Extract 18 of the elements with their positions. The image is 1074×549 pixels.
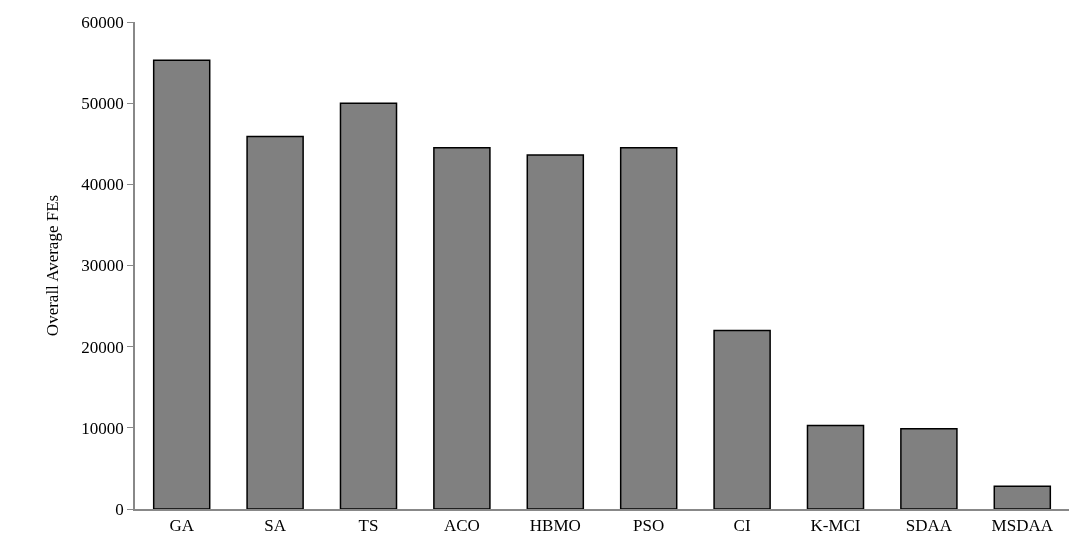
y-tick-label: 0 xyxy=(115,499,124,519)
y-tick-label: 60000 xyxy=(81,12,124,32)
y-tick-label: 20000 xyxy=(81,337,124,357)
x-tick-label: HBMO xyxy=(529,516,581,536)
y-tick-label: 30000 xyxy=(81,256,124,276)
x-tick-label: K-MCI xyxy=(810,516,861,536)
y-tick-label: 40000 xyxy=(81,175,124,195)
x-tick-label: MSDAA xyxy=(991,516,1054,536)
x-tick-label: SA xyxy=(264,516,287,536)
x-tick-label: GA xyxy=(169,516,195,536)
x-tick-label: TS xyxy=(358,516,379,536)
y-tick-label: 50000 xyxy=(81,94,124,114)
y-tick-label: 10000 xyxy=(81,418,124,438)
x-tick-label: CI xyxy=(733,516,751,536)
y-axis-title: Overall Average FEs xyxy=(43,194,63,337)
x-tick-label: ACO xyxy=(443,516,480,536)
x-tick-label: PSO xyxy=(633,516,665,536)
x-tick-label: SDAA xyxy=(905,516,953,536)
